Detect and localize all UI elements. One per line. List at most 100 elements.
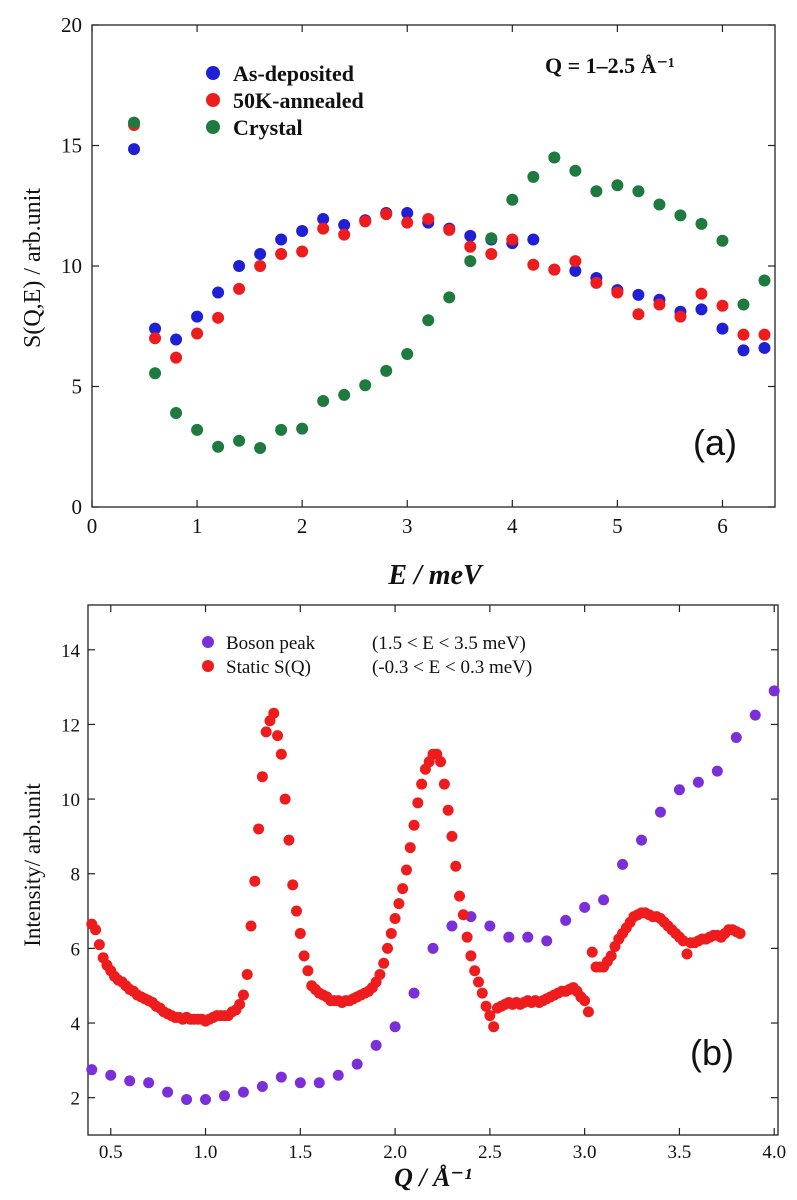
data-point-boson-peak <box>124 1075 136 1087</box>
data-point-static-s-q <box>408 819 420 831</box>
data-point-static-s-q <box>488 1021 500 1033</box>
data-point-crystal <box>548 151 561 164</box>
data-points-a <box>128 116 771 454</box>
data-point-50k-annealed <box>485 247 498 260</box>
data-point-crystal <box>233 434 246 447</box>
legend-marker-50k-annealed <box>206 93 220 107</box>
data-point-50k-annealed <box>548 263 561 276</box>
y-tick-label: 6 <box>71 939 81 960</box>
data-point-boson-peak <box>617 858 629 870</box>
data-point-boson-peak <box>598 894 610 906</box>
data-point-static-s-q <box>382 942 394 954</box>
data-point-as-deposited <box>716 322 729 335</box>
data-point-crystal <box>422 314 435 327</box>
data-point-boson-peak <box>408 987 420 999</box>
legend-label-50k-annealed: 50K-annealed <box>233 88 364 113</box>
panel-label-a: (a) <box>693 422 737 463</box>
data-point-boson-peak <box>86 1064 98 1076</box>
data-point-as-deposited <box>317 213 330 226</box>
data-point-crystal <box>317 394 330 407</box>
data-point-static-s-q <box>237 989 249 1001</box>
data-point-static-s-q <box>435 756 447 768</box>
data-point-crystal <box>128 116 141 129</box>
x-axis-label-b: Q / Å⁻¹ <box>394 1163 472 1192</box>
legend-marker-as-deposited <box>206 66 220 80</box>
x-tick-label: 4.0 <box>762 1142 786 1163</box>
data-point-static-s-q <box>287 879 299 891</box>
y-tick-label: 0 <box>72 495 83 519</box>
data-point-crystal <box>485 232 498 245</box>
data-point-static-s-q <box>397 883 409 895</box>
data-point-50k-annealed <box>359 215 372 228</box>
data-point-as-deposited <box>758 341 771 354</box>
data-point-boson-peak <box>200 1094 212 1106</box>
x-tick-label: 2.5 <box>478 1142 502 1163</box>
data-point-static-s-q <box>283 834 295 846</box>
y-axis-label-b: Intensity/ arb.unit <box>20 783 45 947</box>
data-point-as-deposited <box>296 225 309 238</box>
data-point-50k-annealed <box>527 258 540 271</box>
data-point-static-s-q <box>291 905 303 917</box>
data-point-static-s-q <box>412 797 424 809</box>
data-point-as-deposited <box>233 260 246 272</box>
x-tick-label: 1.5 <box>288 1142 312 1163</box>
x-axis-label-a: E / meV <box>387 560 484 591</box>
data-point-static-s-q <box>472 976 484 988</box>
data-point-static-s-q <box>480 1000 492 1012</box>
y-tick-label: 15 <box>61 134 82 158</box>
data-point-crystal <box>191 423 204 436</box>
data-point-boson-peak <box>313 1077 325 1089</box>
data-point-50k-annealed <box>338 228 351 241</box>
axis-ticks-a: 0 1 2 3 4 5 6 0 5 10 15 20 <box>61 13 775 538</box>
data-point-static-s-q <box>393 898 405 910</box>
data-point-boson-peak <box>143 1077 155 1089</box>
y-tick-label: 14 <box>61 641 81 662</box>
legend-label-crystal: Crystal <box>233 115 303 140</box>
legend-b: Boson peak (1.5 < E < 3.5 meV) Static S(… <box>202 633 532 678</box>
legend-range-boson-peak: (1.5 < E < 3.5 meV) <box>372 633 526 654</box>
data-point-static-s-q <box>253 823 265 835</box>
data-point-static-s-q <box>734 927 746 939</box>
data-point-as-deposited <box>338 219 351 232</box>
legend-label-boson-peak: Boson peak <box>226 633 316 654</box>
data-point-crystal <box>674 209 687 222</box>
legend-marker-crystal <box>206 120 220 134</box>
data-point-boson-peak <box>692 776 704 788</box>
data-point-50k-annealed <box>653 298 666 311</box>
data-point-static-s-q <box>469 965 481 977</box>
data-point-crystal <box>254 441 267 454</box>
data-point-crystal <box>170 407 183 420</box>
data-point-boson-peak <box>389 1021 401 1033</box>
legend-a: As-deposited 50K-annealed Crystal <box>206 61 364 140</box>
data-point-static-s-q <box>249 875 261 887</box>
legend-marker-boson-peak <box>202 636 214 648</box>
data-point-crystal <box>275 423 288 436</box>
data-point-static-s-q <box>476 987 488 999</box>
data-point-50k-annealed <box>590 276 603 289</box>
legend-label-as-deposited: As-deposited <box>233 61 354 86</box>
panel-label-b: (b) <box>690 1032 734 1073</box>
data-point-static-s-q <box>404 842 416 854</box>
data-point-static-s-q <box>241 969 253 981</box>
data-point-50k-annealed <box>695 287 708 300</box>
data-point-crystal <box>338 388 351 401</box>
data-point-as-deposited <box>569 264 582 277</box>
data-point-as-deposited <box>212 286 225 299</box>
data-point-as-deposited <box>128 143 141 156</box>
data-point-crystal <box>149 367 162 380</box>
data-point-static-s-q <box>416 778 428 790</box>
data-point-crystal <box>464 255 477 268</box>
data-point-crystal <box>359 379 372 392</box>
data-point-50k-annealed <box>380 208 393 221</box>
data-point-boson-peak <box>181 1094 193 1106</box>
data-point-static-s-q <box>457 909 469 921</box>
data-point-50k-annealed <box>464 240 477 253</box>
data-point-boson-peak <box>541 935 553 947</box>
panel-a: 0 1 2 3 4 5 6 0 5 10 15 20 As-deposited 50K-anneale… <box>20 13 776 591</box>
data-point-50k-annealed <box>758 328 771 341</box>
data-point-50k-annealed <box>170 351 183 364</box>
data-point-as-deposited <box>149 322 162 335</box>
data-point-static-s-q <box>378 957 390 969</box>
y-tick-label: 4 <box>71 1014 81 1035</box>
data-point-static-s-q <box>586 946 598 958</box>
